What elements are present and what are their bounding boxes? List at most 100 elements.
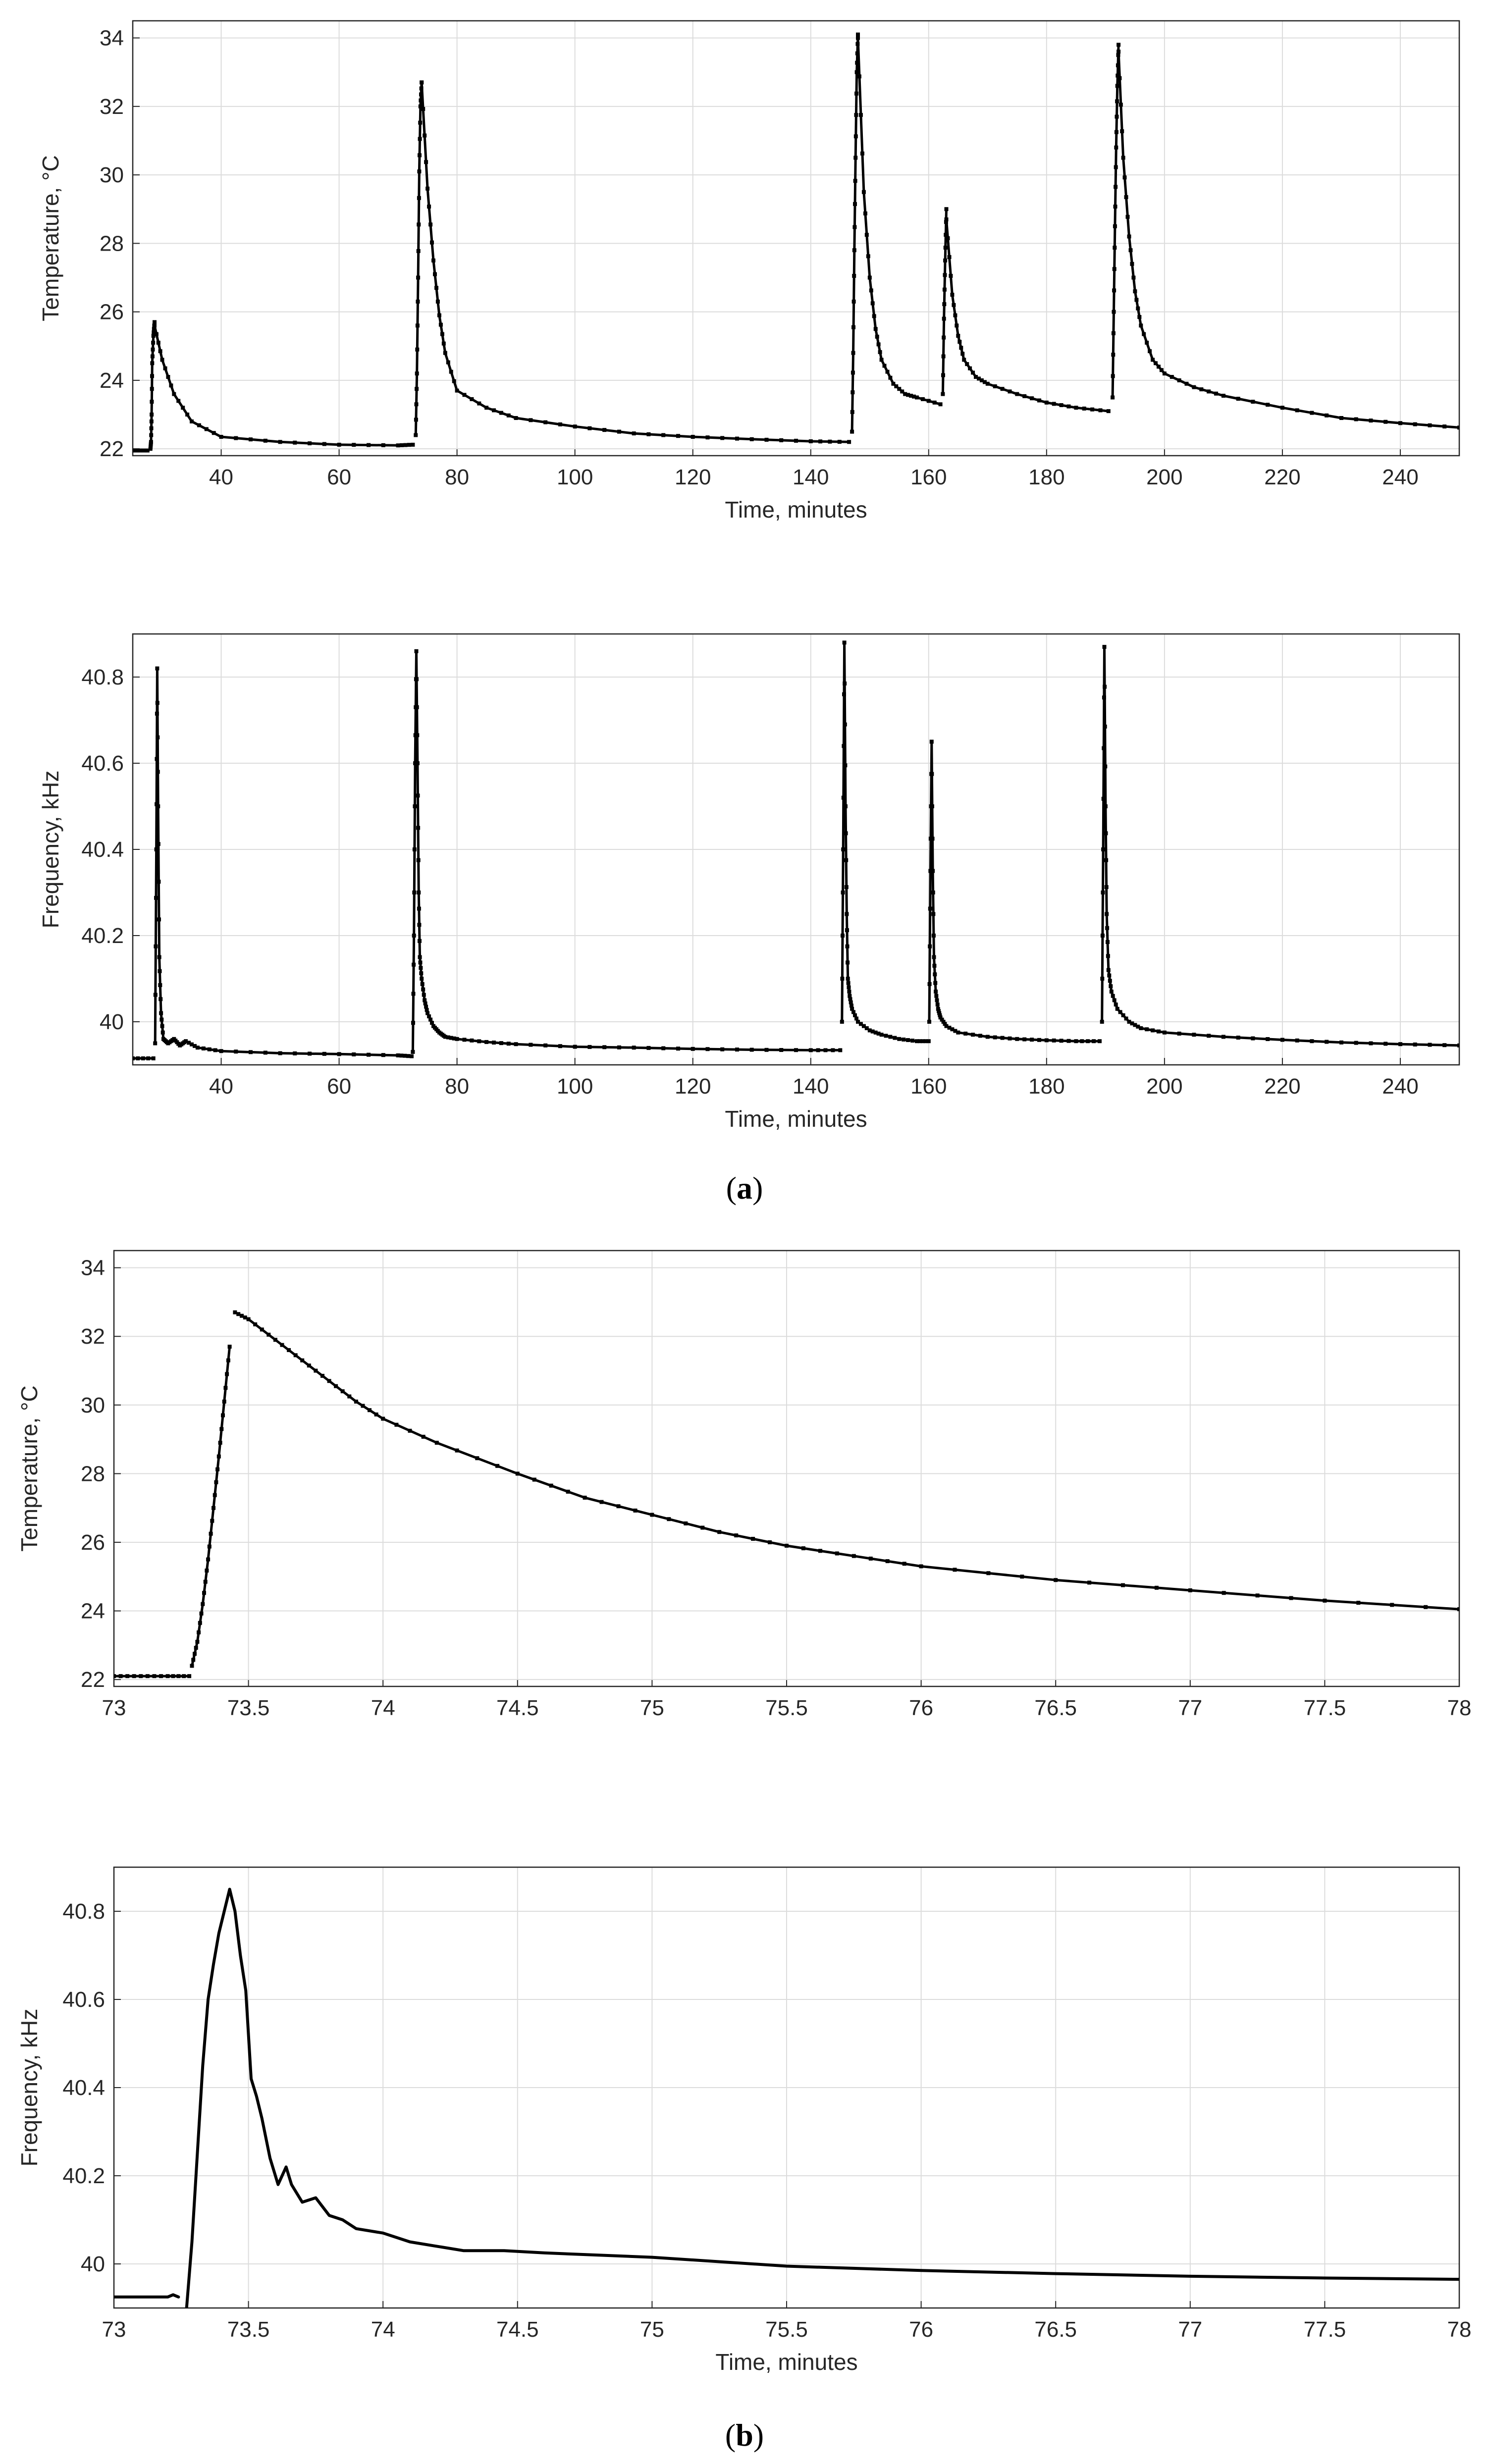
data-point — [934, 990, 938, 994]
data-point — [427, 1014, 431, 1019]
data-point — [263, 438, 267, 443]
data-point — [856, 36, 860, 40]
data-point — [1092, 1039, 1096, 1044]
data-point — [1280, 406, 1284, 410]
data-point — [1106, 409, 1111, 414]
y-tick-label: 40.6 — [81, 751, 124, 776]
data-point — [558, 1044, 562, 1049]
data-point — [1102, 746, 1106, 750]
data-point — [953, 1568, 957, 1572]
data-point — [1098, 408, 1103, 413]
data-point — [1133, 289, 1137, 294]
x-tick-label: 100 — [557, 1074, 593, 1099]
y-tick-label: 24 — [100, 368, 124, 393]
data-point — [872, 314, 876, 318]
data-point — [414, 402, 419, 407]
data-point — [944, 233, 948, 237]
data-point — [779, 1048, 784, 1052]
data-point — [646, 432, 651, 436]
data-point — [1030, 396, 1034, 401]
data-point — [952, 303, 956, 307]
data-point — [955, 323, 959, 328]
data-point — [558, 422, 562, 426]
data-point — [308, 441, 312, 446]
data-point — [417, 923, 422, 927]
data-point — [931, 934, 936, 938]
data-point — [873, 327, 878, 331]
data-point — [260, 1327, 264, 1332]
data-point — [854, 91, 858, 96]
data-point — [1295, 1038, 1299, 1043]
x-tick-label: 240 — [1382, 1074, 1418, 1099]
data-point — [423, 133, 427, 138]
data-point — [146, 1056, 151, 1060]
data-point — [414, 418, 418, 422]
data-point — [928, 869, 933, 873]
data-point — [1236, 397, 1240, 401]
data-point — [246, 1317, 251, 1321]
data-point — [870, 1029, 875, 1034]
data-point — [982, 380, 987, 384]
data-point — [462, 393, 467, 397]
data-point — [831, 1048, 835, 1052]
data-point — [455, 1037, 459, 1041]
data-point — [1117, 43, 1121, 47]
data-point — [280, 1343, 284, 1347]
data-point — [684, 1521, 688, 1525]
data-point — [417, 169, 422, 174]
data-point — [930, 804, 934, 808]
data-point — [150, 361, 155, 366]
y-tick-label: 26 — [81, 1530, 105, 1555]
data-point — [138, 448, 142, 453]
data-point — [411, 992, 416, 996]
data-point — [931, 869, 935, 873]
data-point — [424, 1004, 428, 1009]
y-tick-label: 40.8 — [81, 665, 124, 689]
data-point — [166, 375, 170, 379]
data-point — [424, 160, 428, 164]
x-tick-label: 180 — [1028, 465, 1064, 489]
y-tick-label: 40.4 — [81, 838, 124, 862]
data-point — [866, 254, 870, 259]
data-point — [1102, 695, 1106, 700]
data-point — [1199, 387, 1204, 392]
data-point — [1101, 891, 1105, 894]
data-point — [1151, 358, 1155, 362]
x-tick-label: 60 — [327, 1074, 351, 1099]
data-point — [968, 366, 972, 370]
data-point — [851, 325, 855, 329]
data-point — [149, 440, 153, 444]
data-point — [223, 1386, 228, 1390]
data-point — [337, 442, 341, 447]
data-point — [1214, 391, 1218, 396]
data-point — [190, 419, 194, 423]
data-point — [334, 1384, 338, 1388]
data-point — [155, 757, 159, 761]
data-point — [864, 233, 869, 237]
data-point — [1098, 1039, 1102, 1044]
data-point — [1015, 1037, 1019, 1041]
data-point — [1221, 1035, 1225, 1039]
data-point — [1117, 76, 1122, 80]
data-point — [213, 1493, 217, 1497]
data-point — [157, 955, 161, 959]
data-point — [1103, 725, 1107, 729]
data-point — [960, 352, 965, 356]
data-point — [602, 428, 607, 432]
data-point — [938, 1015, 943, 1020]
data-point — [1113, 246, 1117, 250]
data-point — [340, 1389, 345, 1394]
data-point — [902, 1037, 906, 1042]
data-point — [156, 804, 160, 808]
data-point — [1295, 408, 1299, 413]
data-point — [847, 985, 851, 990]
data-point — [209, 1531, 213, 1536]
data-point — [428, 222, 433, 227]
data-point — [1113, 205, 1117, 209]
data-point — [193, 1044, 197, 1048]
data-point — [1059, 1039, 1064, 1043]
data-point — [165, 1674, 170, 1678]
data-point — [221, 1413, 225, 1417]
data-point — [249, 437, 253, 442]
x-tick-label: 140 — [793, 1074, 829, 1099]
